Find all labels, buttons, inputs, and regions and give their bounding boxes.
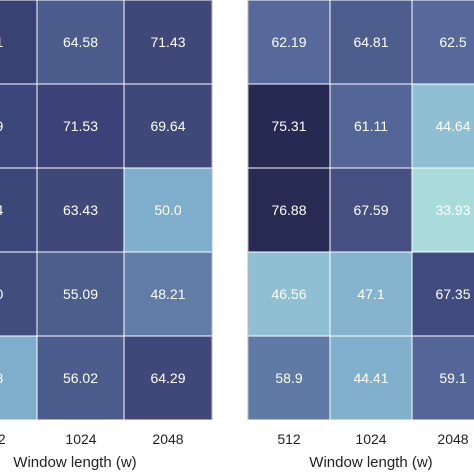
cell-value-label: 67.59 — [353, 202, 388, 218]
heatmap-cell — [0, 335, 38, 421]
cell-value-label: 55.09 — [63, 286, 98, 302]
x-tick-label: 2048 — [437, 431, 468, 447]
cell-value-label: 47.1 — [357, 286, 384, 302]
x-axis-title: Window length (w) — [309, 454, 432, 471]
cell-value-label: 69.64 — [150, 118, 185, 134]
cell-value-label: 62.5 — [439, 34, 466, 50]
cell-value-label: .81 — [0, 34, 3, 50]
heatmap-cell — [123, 251, 213, 337]
cell-value-label: 44.64 — [435, 118, 470, 134]
cell-value-label: 56.02 — [63, 370, 98, 386]
heatmap-cell — [0, 167, 38, 253]
heatmap-cell — [247, 167, 331, 253]
cell-value-label: 50.0 — [154, 202, 181, 218]
cell-value-label: 64.58 — [63, 34, 98, 50]
left-heatmap: .81 64.58 71.43 .19 71.53 69.64 .94 63.43 50.0 5.… — [0, 0, 213, 471]
heatmap-cell — [329, 335, 413, 421]
heatmap-cell — [411, 335, 474, 421]
cell-value-label: 44.41 — [353, 370, 388, 386]
cell-value-label: 59.1 — [439, 370, 466, 386]
heatmap-cell — [329, 167, 413, 253]
cell-value-label: .94 — [0, 202, 3, 218]
heatmap-cell — [247, 335, 331, 421]
heatmap-cell — [247, 251, 331, 337]
cell-value-label: 62.19 — [271, 34, 306, 50]
right-heatmap: 62.19 64.81 62.5 75.31 61.11 44.64 76.88 67.59 3… — [247, 0, 474, 471]
heatmap-cell — [329, 83, 413, 169]
x-tick-label: 512 — [0, 431, 6, 447]
heatmap-cell — [36, 83, 125, 169]
heatmap-cell — [123, 335, 213, 421]
heatmap-cell — [411, 0, 474, 85]
heatmap-cell — [0, 0, 38, 85]
x-tick-label: 1024 — [65, 431, 96, 447]
heatmap-cell — [0, 83, 38, 169]
cell-value-label: 71.43 — [150, 34, 185, 50]
heatmap-cell — [36, 335, 125, 421]
heatmap-cell — [411, 83, 474, 169]
x-axis-title: Window length (w) — [13, 454, 136, 471]
heatmap-cell — [411, 167, 474, 253]
cell-value-label: 61.11 — [354, 118, 388, 134]
cell-value-label: 75.31 — [271, 118, 306, 134]
cell-value-label: .19 — [0, 118, 3, 134]
heatmap-cell — [411, 251, 474, 337]
x-tick-label: 512 — [277, 431, 301, 447]
heatmap-cell — [0, 251, 38, 337]
heatmap-cell — [329, 0, 413, 85]
cell-value-label: 5.0 — [0, 286, 3, 302]
cell-value-label: 64.81 — [353, 34, 388, 50]
cell-value-label: 58.9 — [275, 370, 302, 386]
cell-value-label: 33.93 — [435, 202, 470, 218]
cell-value-label: 46.56 — [271, 286, 306, 302]
cell-value-label: 67.35 — [435, 286, 470, 302]
cell-value-label: 64.29 — [150, 370, 185, 386]
heatmap-cell — [123, 83, 213, 169]
x-tick-label: 1024 — [355, 431, 386, 447]
cell-value-label: .88 — [0, 370, 3, 386]
x-tick-label: 2048 — [152, 431, 183, 447]
heatmap-cell — [247, 83, 331, 169]
heatmap-cell — [329, 251, 413, 337]
heatmap-cell — [123, 0, 213, 85]
cell-value-label: 63.43 — [63, 202, 98, 218]
cell-value-label: 76.88 — [271, 202, 306, 218]
heatmap-cell — [36, 0, 125, 85]
heatmap-cell — [36, 167, 125, 253]
cell-value-label: 48.21 — [150, 286, 185, 302]
cell-value-label: 71.53 — [63, 118, 98, 134]
